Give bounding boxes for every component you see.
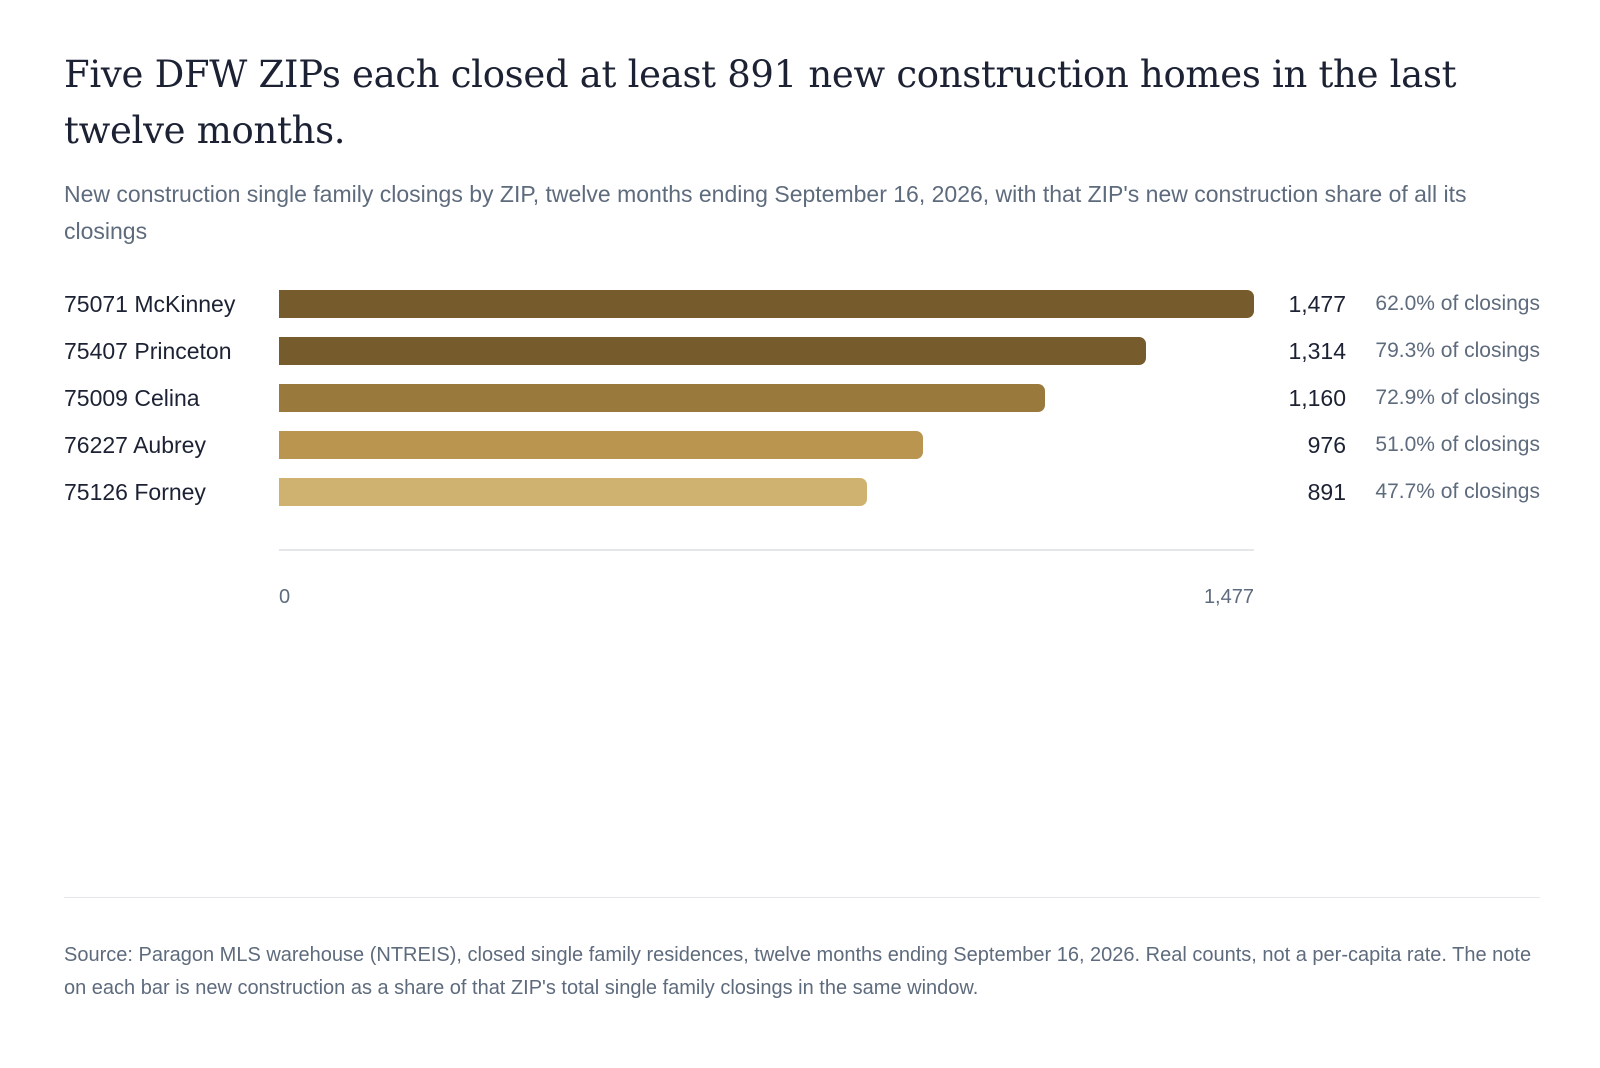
- bar: [279, 431, 924, 459]
- source-note: Source: Paragon MLS warehouse (NTREIS), …: [64, 944, 1532, 999]
- bar-row: 76227 Aubrey 976 51.0% of closings: [64, 431, 1540, 459]
- value-label: 1,314: [1288, 338, 1346, 364]
- share-label: 62.0% of closings: [1375, 292, 1540, 315]
- chart-figure: Five DFW ZIPs each closed at least 891 n…: [64, 0, 1540, 1068]
- category-label: 75126 Forney: [64, 479, 206, 505]
- bar-row: 75126 Forney 891 47.7% of closings: [64, 478, 1540, 506]
- share-label: 51.0% of closings: [1375, 433, 1540, 456]
- x-tick-min: 0: [279, 586, 291, 608]
- x-axis-line: [279, 549, 1254, 551]
- value-label: 1,160: [1288, 385, 1346, 411]
- value-label: 891: [1307, 479, 1346, 505]
- footer-divider: [64, 897, 1540, 898]
- value-label: 1,477: [1288, 291, 1346, 317]
- category-label: 76227 Aubrey: [64, 432, 206, 458]
- share-label: 79.3% of closings: [1375, 339, 1540, 362]
- share-label: 47.7% of closings: [1375, 480, 1540, 503]
- bar: [279, 478, 868, 506]
- x-tick-max: 1,477: [1203, 586, 1254, 608]
- bar: [279, 337, 1147, 365]
- chart-subtitle: New construction single family closings …: [64, 181, 1467, 244]
- category-label: 75009 Celina: [64, 385, 200, 411]
- bar: [279, 290, 1254, 318]
- chart-title: Five DFW ZIPs each closed at least 891 n…: [64, 53, 1457, 152]
- category-label: 75407 Princeton: [64, 338, 232, 364]
- bar: [279, 384, 1045, 412]
- category-label: 75071 McKinney: [64, 291, 236, 317]
- bar-chart: 0 1,477 75071 McKinney 1,477 62.0% of clos…: [64, 280, 1540, 620]
- bar-row: 75009 Celina 1,160 72.9% of closings: [64, 384, 1540, 412]
- share-label: 72.9% of closings: [1375, 386, 1540, 409]
- bar-row: 75407 Princeton 1,314 79.3% of closings: [64, 337, 1540, 365]
- value-label: 976: [1307, 432, 1346, 458]
- bar-row: 75071 McKinney 1,477 62.0% of closings: [64, 290, 1540, 318]
